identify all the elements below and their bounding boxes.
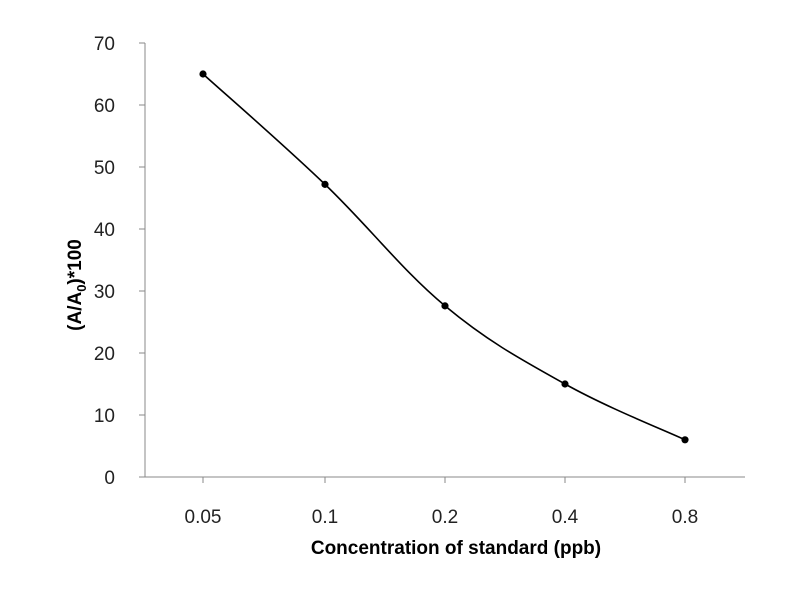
y-axis: 0 10 20 30 40 50 60 70 bbox=[94, 34, 146, 489]
data-point bbox=[561, 380, 569, 388]
series-group bbox=[199, 70, 689, 444]
y-axis-title-suffix: )*100 bbox=[65, 239, 86, 284]
y-tick-label: 60 bbox=[94, 96, 115, 117]
y-tick-label: 40 bbox=[94, 220, 115, 241]
y-tick-label: 10 bbox=[94, 406, 115, 427]
y-tick-label: 0 bbox=[104, 468, 115, 489]
x-axis-title: Concentration of standard (ppb) bbox=[311, 538, 601, 559]
y-axis-title-prefix: (A/A bbox=[65, 292, 86, 331]
data-point bbox=[321, 180, 329, 188]
data-point bbox=[199, 70, 207, 78]
x-tick-label: 0.8 bbox=[672, 507, 698, 528]
y-tick-label: 30 bbox=[94, 282, 115, 303]
y-tick-label: 70 bbox=[94, 34, 115, 55]
y-ticks: 0 10 20 30 40 50 60 70 bbox=[94, 34, 145, 489]
data-point bbox=[681, 436, 689, 444]
y-tick-label: 20 bbox=[94, 344, 115, 365]
y-axis-title-subscript: 0 bbox=[74, 285, 89, 292]
y-tick-label: 50 bbox=[94, 158, 115, 179]
x-tick-label: 0.1 bbox=[312, 507, 338, 528]
x-ticks: 0.05 0.1 0.2 0.4 0.8 bbox=[185, 477, 698, 528]
x-tick-label: 0.05 bbox=[185, 507, 222, 528]
x-tick-label: 0.2 bbox=[432, 507, 458, 528]
data-point bbox=[441, 302, 449, 310]
x-axis: 0.05 0.1 0.2 0.4 0.8 bbox=[145, 476, 745, 528]
series-line bbox=[202, 73, 686, 441]
x-tick-label: 0.4 bbox=[552, 507, 579, 528]
y-axis-title: (A/A0)*100 bbox=[65, 239, 89, 331]
